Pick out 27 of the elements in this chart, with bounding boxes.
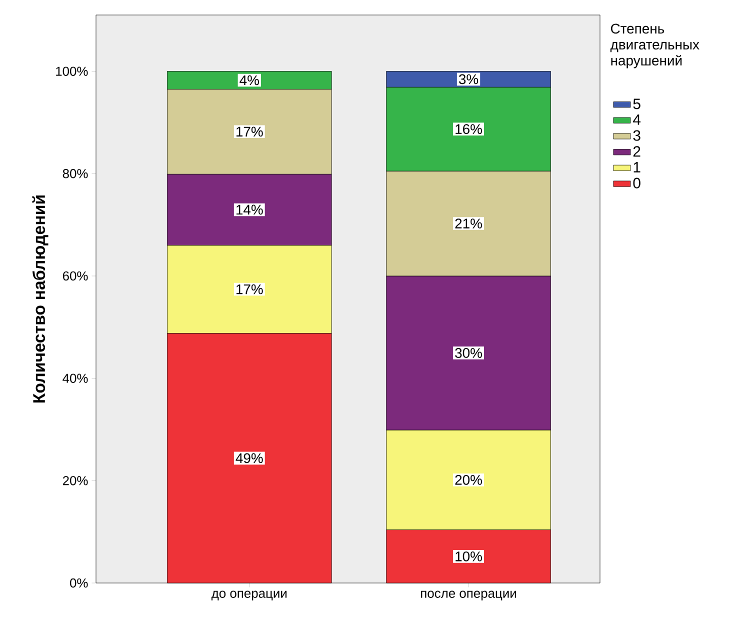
legend-label: 0 xyxy=(633,178,640,188)
data-label: 4% xyxy=(240,75,259,86)
legend-label: 1 xyxy=(634,162,640,172)
legend-title: Степень двигательных нарушений xyxy=(610,24,700,68)
y-tick-label: 0% xyxy=(70,578,88,588)
y-tick-label: 60% xyxy=(62,271,88,281)
y-axis-title: Количество наблюдений xyxy=(32,195,48,403)
legend-label: 2 xyxy=(633,146,640,157)
data-label: 20% xyxy=(455,474,482,485)
x-tick-label: после операции xyxy=(421,590,516,600)
data-label: 30% xyxy=(455,348,482,358)
legend-label: 5 xyxy=(633,98,640,110)
x-tick-label: до операции xyxy=(211,590,287,600)
data-label: 21% xyxy=(455,218,482,228)
data-label: 14% xyxy=(236,204,263,215)
legend-label: 3 xyxy=(633,130,640,141)
data-label: 49% xyxy=(236,453,263,464)
legend-label: 4 xyxy=(633,114,641,125)
y-tick-label: 100% xyxy=(56,66,88,76)
y-tick-label: 20% xyxy=(62,476,88,486)
y-tick-label: 40% xyxy=(62,374,88,383)
data-label: 17% xyxy=(236,284,263,294)
data-label: 10% xyxy=(456,551,482,562)
data-label: 16% xyxy=(456,124,482,134)
data-label: 17% xyxy=(236,126,263,137)
y-tick-label: 80% xyxy=(62,169,88,178)
data-label: 3% xyxy=(458,74,478,84)
